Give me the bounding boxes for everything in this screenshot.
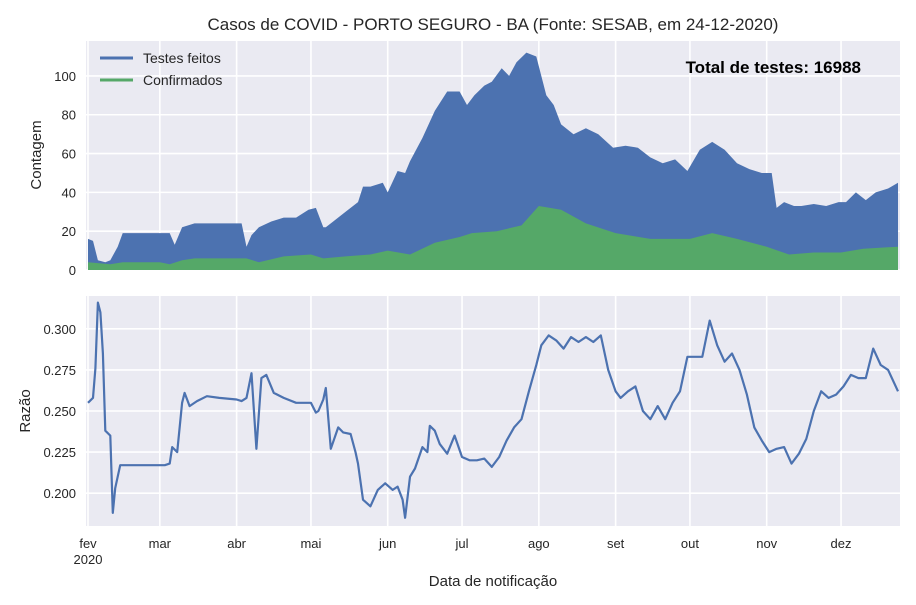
ratio-y-tick-label: 0.225: [43, 445, 76, 460]
confirmed-area: [88, 206, 898, 270]
x-tick-label: set: [607, 536, 625, 551]
counts-y-tick-label: 100: [54, 69, 76, 84]
ratio-y-tick-label: 0.250: [43, 404, 76, 419]
legend: Testes feitos Confirmados: [100, 50, 222, 88]
ratio-y-tick-label: 0.275: [43, 363, 76, 378]
x-axis-label: Data de notificação: [429, 573, 557, 590]
counts-panel: 0 20 40 60 80 100 Contagem Testes feitos Conf…: [28, 41, 900, 278]
counts-y-tick-label: 20: [62, 224, 76, 239]
counts-y-tick-label: 0: [69, 263, 76, 278]
x-tick-label: mar: [149, 536, 172, 551]
tests-area: [88, 52, 898, 270]
x-tick-label: ago: [528, 536, 550, 551]
x-tick-label: jul: [455, 536, 469, 551]
counts-y-tick-label: 80: [62, 108, 76, 123]
total-tests-annotation: Total de testes: 16988: [686, 58, 861, 77]
x-tick-label: mai: [300, 536, 321, 551]
ratio-y-tick-label: 0.300: [43, 322, 76, 337]
ratio-y-tick-label: 0.200: [43, 486, 76, 501]
x-tick-label: nov: [756, 536, 777, 551]
legend-confirmed-label: Confirmados: [143, 72, 222, 88]
x-tick-label: dez: [831, 536, 852, 551]
x-tick-label: jun: [378, 536, 396, 551]
counts-y-tick-label: 60: [62, 147, 76, 162]
ratio-line: [87, 301, 899, 519]
counts-y-tick-label: 40: [62, 185, 76, 200]
x-tick-label: fev 2020: [74, 536, 103, 567]
counts-y-label: Contagem: [28, 120, 45, 189]
x-tick-label: abr: [227, 536, 246, 551]
chart-title: Casos de COVID - PORTO SEGURO - BA (Font…: [208, 15, 779, 34]
x-tick-label: out: [681, 536, 699, 551]
ratio-panel: 0.200 0.225 0.250 0.275 0.300 Razão fev 2020 m…: [17, 296, 900, 590]
legend-tests-label: Testes feitos: [143, 50, 221, 66]
ratio-y-label: Razão: [17, 389, 34, 432]
